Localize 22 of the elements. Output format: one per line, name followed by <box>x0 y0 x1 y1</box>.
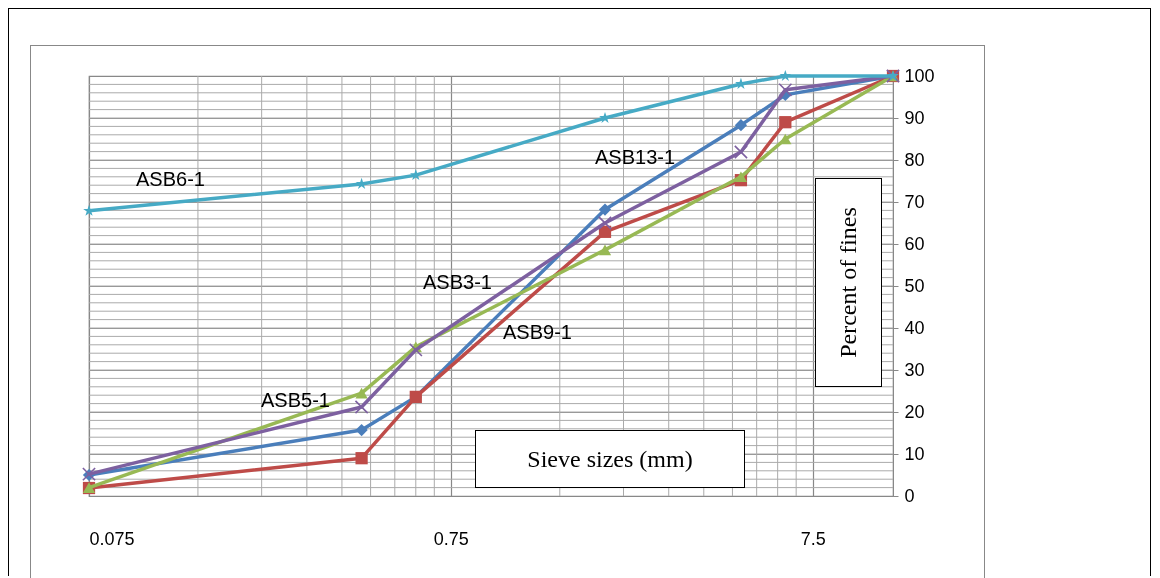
title-box: Percent of fines <box>815 178 882 387</box>
y-tick-label: 100 <box>904 65 935 86</box>
y-tick-label: 40 <box>904 317 925 338</box>
y-tick-label: 30 <box>904 359 925 380</box>
y-tick-label: 70 <box>904 191 925 212</box>
y-tick-label: 80 <box>904 149 925 170</box>
y-tick-label: 0 <box>904 485 915 506</box>
y-axis-title: Percent of fines <box>835 207 862 358</box>
annotation: ASB3-1 <box>423 271 492 293</box>
x-tick-label: 0.75 <box>433 528 469 549</box>
y-tick-label: 60 <box>904 233 925 254</box>
y-tick-label: 20 <box>904 401 925 422</box>
annotation: ASB9-1 <box>503 321 572 343</box>
x-tick-label: 0.075 <box>89 528 135 549</box>
x-tick-label: 7.5 <box>800 528 826 549</box>
annotation: ASB5-1 <box>261 389 330 411</box>
y-tick-label: 90 <box>904 107 925 128</box>
y-tick-label: 50 <box>904 275 925 296</box>
annotation: ASB13-1 <box>595 146 676 168</box>
title-box: Sieve sizes (mm) <box>475 430 745 488</box>
y-tick-label: 10 <box>904 443 925 464</box>
annotation: ASB6-1 <box>136 168 205 190</box>
